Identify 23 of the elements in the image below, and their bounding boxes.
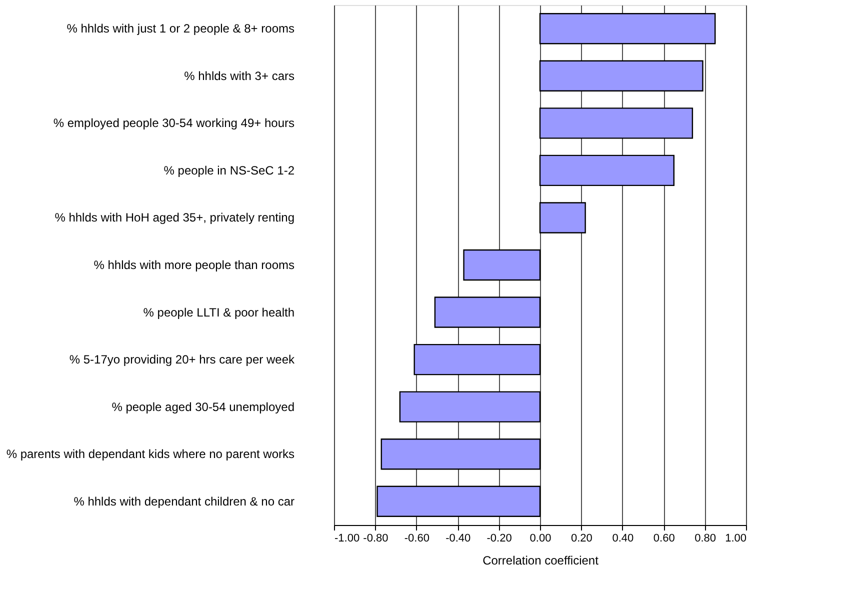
x-tick-label: 0.40 [612, 532, 634, 544]
x-tick-label: 1.00 [725, 532, 746, 544]
y-tick-label: % hhlds with more people than rooms [94, 258, 294, 272]
y-tick-label: % parents with dependant kids where no parent works [6, 447, 294, 462]
y-tick-label: % people LLTI & poor health [143, 305, 294, 320]
y-tick-label: % hhlds with dependant children & no car [74, 494, 294, 508]
x-tick-label: -1.00 [334, 532, 360, 544]
x-tick-label: -0.40 [446, 532, 471, 544]
y-tick-label: % hhlds with just 1 or 2 people & 8+ rooms [66, 22, 294, 36]
x-tick-label: -0.20 [486, 532, 512, 544]
x-tick-label: 0.80 [694, 532, 716, 544]
x-tick-label: 0.60 [653, 532, 675, 544]
x-tick-label: -0.80 [363, 532, 388, 544]
y-tick-label: % hhlds with HoH aged 35+, privately renting [54, 210, 294, 225]
y-tick-label: % employed people 30-54 working 49+ hours [53, 116, 294, 130]
y-tick-label: % 5-17yo providing 20+ hrs care per week [69, 352, 296, 367]
y-tick-label: % people aged 30-54 unemployed [112, 400, 294, 414]
y-tick-label: % people in NS-SeC 1-2 [164, 163, 295, 178]
x-tick-label: 0.20 [570, 532, 592, 544]
x-tick-label: -0.60 [404, 532, 430, 544]
x-tick-label: 0.00 [530, 532, 552, 544]
y-tick-label: % hhlds with 3+ cars [184, 68, 294, 83]
x-axis-title: Correlation coefficient [482, 554, 600, 568]
